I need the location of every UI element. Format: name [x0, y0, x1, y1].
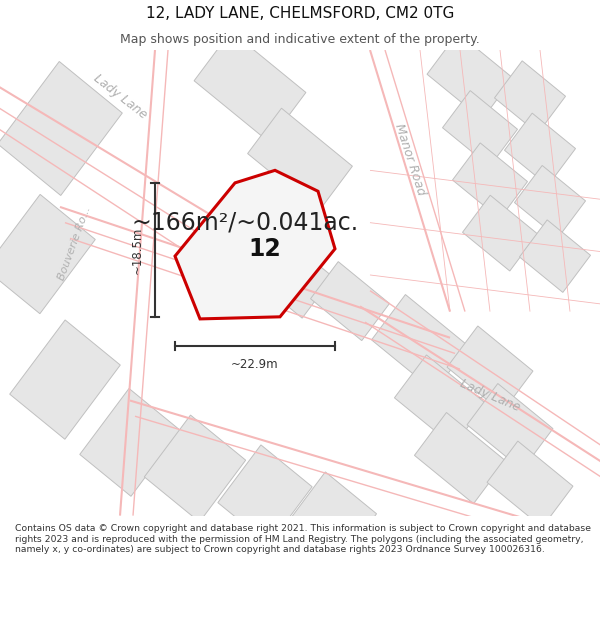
Polygon shape — [443, 91, 517, 166]
Polygon shape — [494, 61, 566, 133]
Polygon shape — [175, 171, 335, 319]
Polygon shape — [0, 61, 122, 196]
Polygon shape — [218, 445, 312, 544]
Text: Lady Lane: Lady Lane — [458, 377, 522, 414]
Polygon shape — [415, 412, 506, 504]
Polygon shape — [247, 232, 333, 318]
Text: Lady Lane: Lady Lane — [227, 261, 293, 293]
Polygon shape — [0, 194, 95, 314]
Polygon shape — [514, 166, 586, 238]
Polygon shape — [520, 220, 590, 292]
Text: ~22.9m: ~22.9m — [231, 359, 279, 371]
Polygon shape — [145, 415, 245, 522]
Polygon shape — [447, 326, 533, 412]
Polygon shape — [463, 195, 538, 271]
Polygon shape — [283, 472, 377, 570]
Polygon shape — [248, 108, 352, 211]
Polygon shape — [505, 113, 575, 186]
Text: ~18.5m: ~18.5m — [131, 226, 143, 274]
Text: Lady Lane: Lady Lane — [91, 72, 149, 122]
Polygon shape — [311, 262, 389, 341]
Polygon shape — [10, 320, 120, 439]
Polygon shape — [371, 294, 469, 391]
Polygon shape — [194, 31, 306, 142]
Polygon shape — [467, 384, 553, 470]
Polygon shape — [427, 33, 513, 119]
Polygon shape — [452, 143, 527, 219]
Text: 12, LADY LANE, CHELMSFORD, CM2 0TG: 12, LADY LANE, CHELMSFORD, CM2 0TG — [146, 6, 454, 21]
Text: Map shows position and indicative extent of the property.: Map shows position and indicative extent… — [120, 32, 480, 46]
Text: 12: 12 — [248, 237, 281, 261]
Polygon shape — [80, 389, 180, 496]
Text: ~166m²/~0.041ac.: ~166m²/~0.041ac. — [131, 211, 359, 234]
Text: Manor Road: Manor Road — [392, 122, 428, 198]
Polygon shape — [394, 355, 485, 446]
Text: Contains OS data © Crown copyright and database right 2021. This information is : Contains OS data © Crown copyright and d… — [15, 524, 591, 554]
Text: Bouverie Ro...: Bouverie Ro... — [57, 205, 93, 282]
Polygon shape — [487, 441, 573, 528]
